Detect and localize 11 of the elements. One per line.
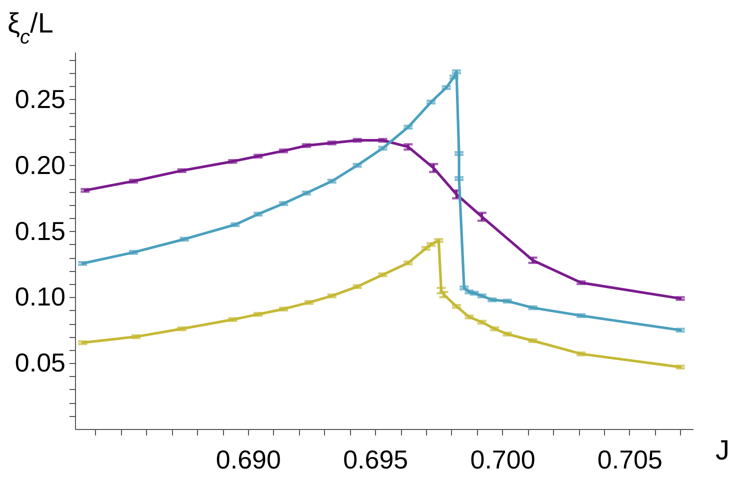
x-axis-title: J bbox=[716, 434, 730, 466]
y-axis-title: ξ$_{c}$/L bbox=[8, 8, 54, 48]
y-tick-label: 0.25 bbox=[14, 84, 66, 114]
x-tick-label: 0.700 bbox=[470, 444, 536, 474]
y-tick-label: 0.05 bbox=[14, 348, 66, 378]
y-tick-label: 0.20 bbox=[14, 150, 66, 180]
x-tick-label: 0.705 bbox=[597, 444, 662, 474]
x-tick-label: 0.690 bbox=[216, 444, 281, 474]
y-tick-label: 0.10 bbox=[14, 282, 66, 312]
x-tick-label: 0.695 bbox=[343, 444, 408, 474]
y-tick-label: 0.15 bbox=[14, 216, 66, 246]
